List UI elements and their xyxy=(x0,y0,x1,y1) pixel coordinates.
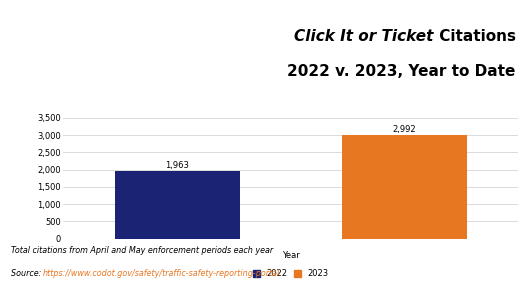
Bar xyxy=(342,135,467,239)
Text: 2022 v. 2023, Year to Date: 2022 v. 2023, Year to Date xyxy=(287,64,516,79)
Bar xyxy=(115,171,240,239)
Text: 1,963: 1,963 xyxy=(165,161,189,170)
Text: Click It or Ticket: Click It or Ticket xyxy=(295,29,434,44)
Text: 2,992: 2,992 xyxy=(393,125,416,134)
Text: Source:: Source: xyxy=(11,269,43,278)
Text: https://www.codot.gov/safety/traffic-safety-reporting-portal: https://www.codot.gov/safety/traffic-saf… xyxy=(42,269,279,278)
Legend: 2022, 2023: 2022, 2023 xyxy=(253,269,329,278)
Text: Total citations from April and May enforcement periods each year: Total citations from April and May enfor… xyxy=(11,246,273,255)
Text: Year: Year xyxy=(282,251,300,260)
Text: Citations: Citations xyxy=(434,29,516,44)
